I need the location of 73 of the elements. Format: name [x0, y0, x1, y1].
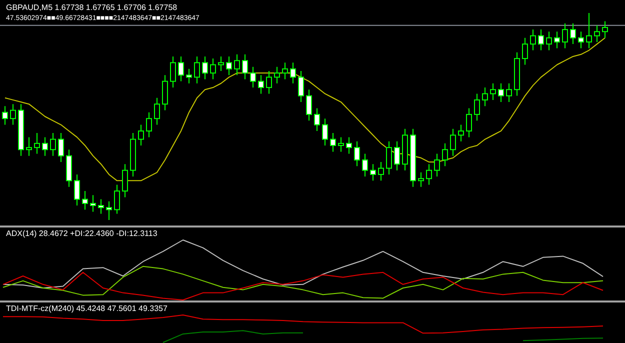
candlestick — [434, 153, 440, 178]
candlestick — [266, 70, 272, 94]
candlestick — [90, 194, 96, 212]
candlestick — [546, 31, 552, 51]
candlestick — [426, 164, 432, 186]
candlestick — [594, 24, 600, 42]
candlestick — [50, 132, 56, 156]
candlestick — [274, 66, 280, 84]
candlestick — [42, 136, 48, 156]
candlestick — [338, 136, 344, 152]
candlestick — [578, 31, 584, 49]
candlestick — [122, 164, 128, 198]
candlestick — [258, 74, 264, 94]
chart-title: TDI-MTF-cz(M240) 45.4248 47.5601 49.3357 — [6, 304, 168, 313]
candlestick — [298, 70, 304, 103]
candlestick — [170, 56, 176, 88]
chart-title: ADX(14) 28.4672 +DI:22.4360 -DI:12.3113 — [6, 229, 158, 238]
candlestick — [346, 136, 352, 154]
chart-title: GBPAUD,M5 1.67738 1.67765 1.67706 1.67758 — [6, 3, 178, 12]
candlestick — [354, 140, 360, 167]
candlestick — [154, 97, 160, 126]
candlestick — [530, 29, 536, 51]
candlestick — [490, 82, 496, 100]
candlestick — [114, 184, 120, 214]
candlestick — [178, 56, 184, 82]
candlestick — [418, 172, 424, 188]
candlestick — [98, 198, 104, 214]
candlestick — [34, 132, 40, 154]
candlestick — [450, 128, 456, 156]
candlestick — [362, 153, 368, 178]
candlestick — [322, 118, 328, 146]
candlestick — [226, 56, 232, 76]
candlestick — [138, 124, 144, 146]
candlestick — [378, 162, 384, 182]
candlestick — [58, 132, 64, 163]
candlestick — [602, 20, 608, 38]
candlestick — [562, 22, 568, 49]
candlestick — [106, 200, 112, 220]
candlestick — [74, 174, 80, 206]
candlestick — [394, 140, 400, 171]
candlestick — [234, 54, 240, 76]
candlestick — [586, 12, 592, 49]
candlestick — [370, 164, 376, 182]
candlestick — [306, 89, 312, 122]
candlestick — [242, 54, 248, 80]
candlestick — [146, 112, 152, 138]
candlestick — [290, 62, 296, 84]
candlestick — [498, 82, 504, 103]
candlestick — [482, 87, 488, 107]
candlestick — [202, 56, 208, 80]
candlestick — [218, 56, 224, 72]
candlestick — [538, 29, 544, 51]
candlestick — [330, 132, 336, 152]
candlestick — [570, 22, 576, 45]
candlestick — [210, 58, 216, 80]
candlestick — [506, 82, 512, 103]
candlestick — [186, 68, 192, 84]
candlestick — [82, 190, 88, 210]
candlestick — [2, 106, 8, 126]
candlestick — [194, 56, 200, 84]
candlestick — [458, 124, 464, 142]
candlestick — [282, 62, 288, 80]
candlestick — [162, 74, 168, 111]
candlestick — [522, 37, 528, 66]
candlestick — [386, 140, 392, 175]
candlestick — [442, 142, 448, 167]
candlestick — [26, 136, 32, 156]
candlestick — [466, 108, 472, 138]
candlestick — [474, 93, 480, 122]
candlestick — [554, 31, 560, 49]
candlestick — [10, 104, 16, 126]
candlestick — [314, 108, 320, 132]
candlestick — [250, 66, 256, 88]
